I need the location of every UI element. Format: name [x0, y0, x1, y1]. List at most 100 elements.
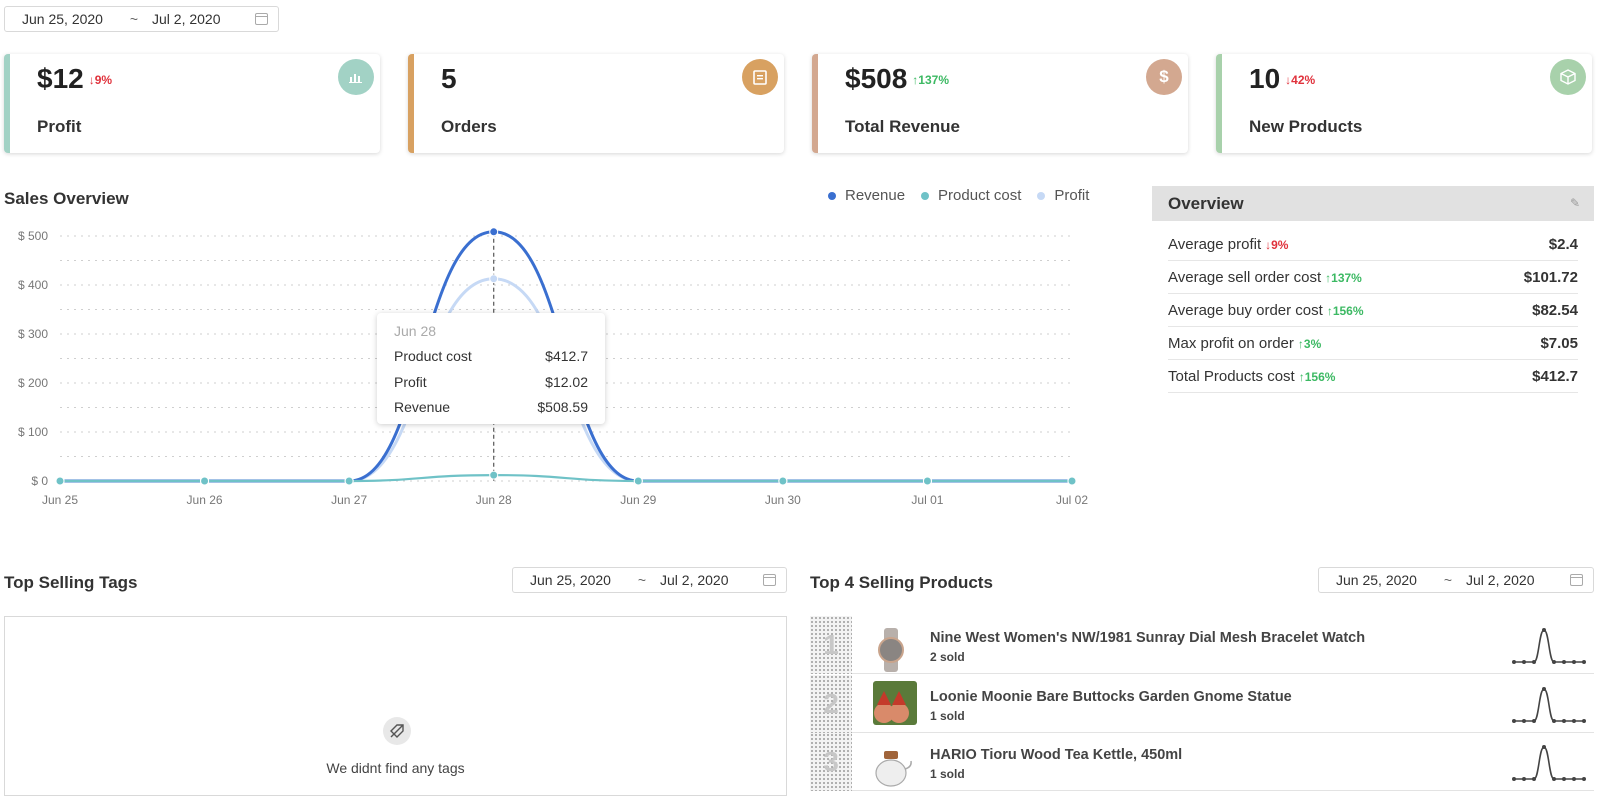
legend-revenue[interactable]: Revenue	[828, 187, 905, 204]
new-products-card: 10 ↓42% New Products	[1216, 54, 1592, 153]
y-tick-label: $ 200	[18, 376, 48, 390]
overview-row: Max profit on order ↑3% $7.05	[1168, 327, 1578, 360]
product-sold: 2 sold	[930, 650, 965, 664]
gnome-thumbnail	[873, 681, 917, 725]
new-products-label: New Products	[1249, 117, 1363, 136]
date-end[interactable]: Jul 2, 2020	[152, 11, 221, 27]
overview-row: Average buy order cost ↑156% $82.54	[1168, 294, 1578, 327]
sparkline-point	[1512, 660, 1516, 664]
data-point	[200, 476, 210, 486]
tooltip-title: Jun 28	[394, 323, 437, 339]
sales-overview-title: Sales Overview	[4, 189, 129, 208]
orders-card: 5 Orders	[408, 54, 784, 153]
tags-date-range-picker[interactable]: Jun 25, 2020 ~ Jul 2, 2020	[512, 567, 787, 593]
date-separator: ~	[637, 572, 647, 588]
products-date-range-picker[interactable]: Jun 25, 2020 ~ Jul 2, 2020	[1318, 567, 1594, 593]
sparkline-point	[1582, 660, 1586, 664]
new-products-change: ↓42%	[1285, 73, 1316, 87]
data-point	[489, 274, 499, 284]
legend-profit[interactable]: Profit	[1037, 187, 1089, 204]
overview-row: Total Products cost ↑156% $412.7	[1168, 360, 1578, 393]
sparkline-path	[1513, 688, 1584, 722]
overview-title: Overview	[1168, 194, 1244, 213]
top-selling-tags-title: Top Selling Tags	[4, 573, 138, 592]
data-point	[1067, 476, 1077, 486]
tags-panel: We didnt find any tags	[4, 616, 787, 796]
data-point	[344, 476, 354, 486]
sparkline-point	[1522, 660, 1526, 664]
data-point	[778, 476, 788, 486]
calendar-icon[interactable]	[255, 13, 268, 25]
product-name[interactable]: Nine West Women's NW/1981 Sunray Dial Me…	[930, 630, 1366, 646]
y-tick-label: $ 0	[31, 474, 48, 488]
x-tick-label: Jun 28	[476, 493, 512, 507]
date-start[interactable]: Jun 25, 2020	[22, 11, 103, 27]
date-range-picker[interactable]: Jun 25, 2020 ~ Jul 2, 2020	[4, 6, 279, 32]
data-point	[489, 470, 499, 480]
sparkline-point	[1512, 719, 1516, 723]
profit-change: ↓9%	[88, 73, 113, 87]
x-tick-label: Jul 01	[911, 493, 943, 507]
x-tick-label: Jul 02	[1056, 493, 1088, 507]
orders-value: 5	[441, 63, 457, 94]
sparkline	[1512, 628, 1586, 664]
sales-overview-chart[interactable]: $ 0 $ 100 $ 200 $ 300 $ 400 $ 500 Jun 25 Jun 26…	[0, 210, 1130, 530]
product-rank: 2	[810, 675, 852, 733]
sparkline-point	[1552, 777, 1556, 781]
date-start[interactable]: Jun 25, 2020	[1336, 572, 1417, 588]
sparkline-point	[1532, 719, 1536, 723]
sparkline-point	[1582, 777, 1586, 781]
sparkline-point	[1542, 628, 1546, 632]
y-tick-label: $ 100	[18, 425, 48, 439]
bar-chart-icon	[338, 59, 374, 95]
x-tick-label: Jun 29	[620, 493, 656, 507]
dollar-icon: $	[1146, 59, 1182, 95]
sparkline-point	[1572, 777, 1576, 781]
date-end[interactable]: Jul 2, 2020	[660, 572, 729, 588]
x-tick-label: Jun 26	[187, 493, 223, 507]
product-name[interactable]: HARIO Tioru Wood Tea Kettle, 450ml	[930, 747, 1183, 763]
legend-product-cost[interactable]: Product cost	[921, 187, 1021, 204]
profit-card: $12 ↓9% Profit	[4, 54, 380, 153]
product-sold: 1 sold	[930, 767, 965, 781]
clipboard-icon	[742, 59, 778, 95]
data-point	[633, 476, 643, 486]
tooltip-row-profit: Profit $12.02	[394, 374, 588, 390]
legend-product-cost-dot	[921, 191, 930, 200]
y-tick-label: $ 300	[18, 327, 48, 341]
sparkline	[1512, 745, 1586, 781]
data-point	[55, 476, 65, 486]
chart-legend: Revenue Product cost Profit	[828, 187, 1105, 204]
x-tick-label: Jun 25	[42, 493, 78, 507]
product-rank: 1	[810, 616, 852, 674]
date-end[interactable]: Jul 2, 2020	[1466, 572, 1535, 588]
product-row[interactable]: 2 Loonie Moonie Bare Buttocks Garden Gno…	[810, 675, 1594, 733]
sparkline-path	[1513, 746, 1584, 780]
watch-thumbnail	[873, 622, 917, 672]
overview-header: Overview ✎	[1152, 186, 1594, 221]
overview-row: Average sell order cost ↑137% $101.72	[1168, 261, 1578, 294]
sparkline-path	[1513, 629, 1584, 663]
edit-icon[interactable]: ✎	[1569, 196, 1580, 210]
sparkline-point	[1562, 719, 1566, 723]
date-start[interactable]: Jun 25, 2020	[530, 572, 611, 588]
sparkline-point	[1562, 777, 1566, 781]
product-sold: 1 sold	[930, 709, 965, 723]
product-row[interactable]: 1 Nine West Women's NW/1981 Sunray Dial …	[810, 616, 1594, 674]
legend-profit-dot	[1037, 191, 1046, 200]
revenue-value: $508 ↑137%	[845, 63, 949, 94]
overview-row: Average profit ↓9% $2.4	[1168, 228, 1578, 261]
date-separator: ~	[129, 11, 139, 27]
calendar-icon[interactable]	[763, 574, 776, 586]
legend-revenue-dot	[828, 191, 836, 200]
revenue-change: ↑137%	[912, 73, 949, 87]
sparkline-point	[1582, 719, 1586, 723]
new-products-value: 10 ↓42%	[1249, 63, 1316, 94]
product-row[interactable]: 3 HARIO Tioru Wood Tea Kettle, 450ml 1 s…	[810, 733, 1594, 791]
product-name[interactable]: Loonie Moonie Bare Buttocks Garden Gnome…	[930, 689, 1292, 705]
sparkline-point	[1542, 687, 1546, 691]
date-separator: ~	[1443, 572, 1453, 588]
revenue-card: $508 ↑137% Total Revenue $	[812, 54, 1188, 153]
top-products-title: Top 4 Selling Products	[810, 573, 993, 592]
calendar-icon[interactable]	[1570, 574, 1583, 586]
